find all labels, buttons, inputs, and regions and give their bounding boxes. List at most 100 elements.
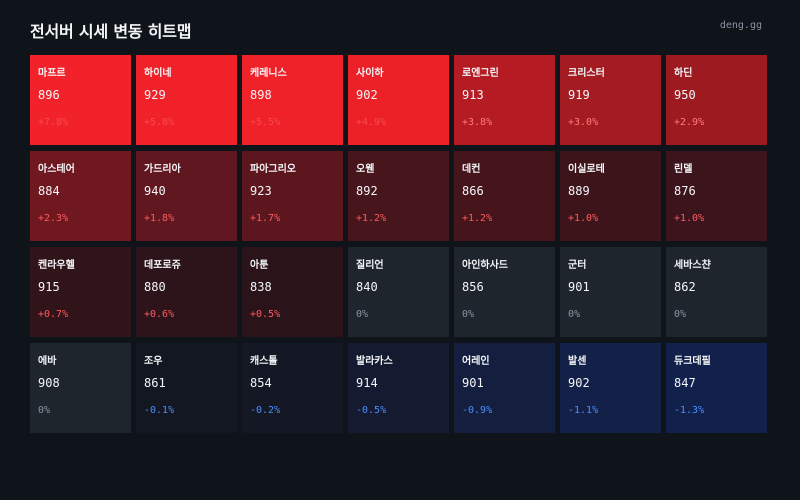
server-cell[interactable]: 에바 908 0% [30, 343, 131, 433]
server-price: 866 [462, 184, 484, 198]
server-name: 데컨 [462, 164, 481, 175]
server-name: 하이네 [144, 68, 172, 79]
server-cell[interactable]: 데컨 866 +1.2% [454, 151, 555, 241]
server-name: 하딘 [674, 68, 693, 79]
price-change: +5.8% [144, 117, 175, 128]
server-name: 질리언 [356, 260, 384, 271]
server-name: 아인하사드 [462, 260, 508, 271]
price-change: -0.1% [144, 405, 175, 416]
server-cell[interactable]: 크리스터 919 +3.0% [560, 55, 661, 145]
server-cell[interactable]: 하딘 950 +2.9% [666, 55, 767, 145]
server-name: 오웬 [356, 164, 375, 175]
server-cell[interactable]: 이실로테 889 +1.0% [560, 151, 661, 241]
server-name: 데포로쥬 [144, 260, 181, 271]
server-price: 840 [356, 280, 378, 294]
server-price: 929 [144, 88, 166, 102]
server-price: 861 [144, 376, 166, 390]
server-price: 847 [674, 376, 696, 390]
server-price: 856 [462, 280, 484, 294]
price-change: -0.9% [462, 405, 493, 416]
server-cell[interactable]: 아인하사드 856 0% [454, 247, 555, 337]
price-change: -1.3% [674, 405, 705, 416]
server-price: 898 [250, 88, 272, 102]
server-cell[interactable]: 아툰 838 +0.5% [242, 247, 343, 337]
price-change: 0% [356, 309, 369, 320]
price-change: 0% [674, 309, 687, 320]
price-change: +1.8% [144, 213, 175, 224]
server-cell[interactable]: 마프르 896 +7.8% [30, 55, 131, 145]
price-change: +1.0% [674, 213, 705, 224]
price-change: +4.9% [356, 117, 387, 128]
server-price: 908 [38, 376, 60, 390]
server-price: 950 [674, 88, 696, 102]
server-cell[interactable]: 조우 861 -0.1% [136, 343, 237, 433]
page-title: 전서버 시세 변동 히트맵 [30, 22, 192, 41]
price-change: 0% [462, 309, 475, 320]
price-change: +5.5% [250, 117, 281, 128]
brand-link[interactable]: deng.gg [719, 20, 762, 31]
server-cell[interactable]: 아스테어 884 +2.3% [30, 151, 131, 241]
server-cell[interactable]: 세바스챤 862 0% [666, 247, 767, 337]
price-change: +1.0% [568, 213, 599, 224]
price-change: +2.9% [674, 117, 705, 128]
server-name: 발센 [568, 356, 587, 367]
server-cell[interactable]: 발라카스 914 -0.5% [348, 343, 449, 433]
server-price: 876 [674, 184, 696, 198]
server-cell[interactable]: 하이네 929 +5.8% [136, 55, 237, 145]
server-name: 이실로테 [568, 164, 605, 175]
server-cell[interactable]: 데포로쥬 880 +0.6% [136, 247, 237, 337]
server-price: 902 [356, 88, 378, 102]
server-price: 854 [250, 376, 272, 390]
server-price: 913 [462, 88, 484, 102]
server-price: 896 [38, 88, 60, 102]
price-change: -0.5% [356, 405, 387, 416]
server-cell[interactable]: 로엔그린 913 +3.8% [454, 55, 555, 145]
server-name: 아스테어 [38, 164, 75, 175]
server-price: 889 [568, 184, 590, 198]
price-change: -1.1% [568, 405, 599, 416]
server-cell[interactable]: 듀크데필 847 -1.3% [666, 343, 767, 433]
price-change: -0.2% [250, 405, 281, 416]
server-cell[interactable]: 사이하 902 +4.9% [348, 55, 449, 145]
server-cell[interactable]: 켄라우헬 915 +0.7% [30, 247, 131, 337]
server-price: 838 [250, 280, 272, 294]
server-cell[interactable]: 가드리아 940 +1.8% [136, 151, 237, 241]
server-name: 세바스챤 [674, 260, 711, 271]
server-name: 듀크데필 [674, 356, 711, 367]
server-name: 마프르 [38, 68, 66, 79]
server-price: 902 [568, 376, 590, 390]
server-name: 가드리아 [144, 164, 181, 175]
server-cell[interactable]: 오웬 892 +1.2% [348, 151, 449, 241]
price-change: +0.7% [38, 309, 69, 320]
server-cell[interactable]: 파아그리오 923 +1.7% [242, 151, 343, 241]
server-cell[interactable]: 캐스톨 854 -0.2% [242, 343, 343, 433]
price-change: +3.0% [568, 117, 599, 128]
server-price: 862 [674, 280, 696, 294]
server-price: 923 [250, 184, 272, 198]
server-price: 884 [38, 184, 60, 198]
server-cell[interactable]: 린델 876 +1.0% [666, 151, 767, 241]
price-change: +2.3% [38, 213, 69, 224]
server-price: 901 [568, 280, 590, 294]
server-cell[interactable]: 케레니스 898 +5.5% [242, 55, 343, 145]
server-cell[interactable]: 군터 901 0% [560, 247, 661, 337]
server-cell[interactable]: 어레인 901 -0.9% [454, 343, 555, 433]
server-name: 린델 [674, 164, 693, 175]
server-name: 조우 [144, 356, 163, 367]
server-name: 군터 [568, 260, 587, 271]
server-name: 발라카스 [356, 356, 393, 367]
server-cell[interactable]: 발센 902 -1.1% [560, 343, 661, 433]
server-cell[interactable]: 질리언 840 0% [348, 247, 449, 337]
server-name: 파아그리오 [250, 164, 296, 175]
server-name: 아툰 [250, 260, 269, 271]
server-price: 940 [144, 184, 166, 198]
price-change: +7.8% [38, 117, 69, 128]
heatmap-grid: 마프르 896 +7.8% 하이네 929 +5.8% 케레니스 898 +5.5% 사이하 902… [30, 55, 767, 433]
server-name: 어레인 [462, 356, 490, 367]
price-change: +1.2% [356, 213, 387, 224]
server-price: 901 [462, 376, 484, 390]
server-name: 케레니스 [250, 68, 287, 79]
server-name: 켄라우헬 [38, 260, 75, 271]
server-name: 에바 [38, 356, 57, 367]
price-change: 0% [38, 405, 51, 416]
